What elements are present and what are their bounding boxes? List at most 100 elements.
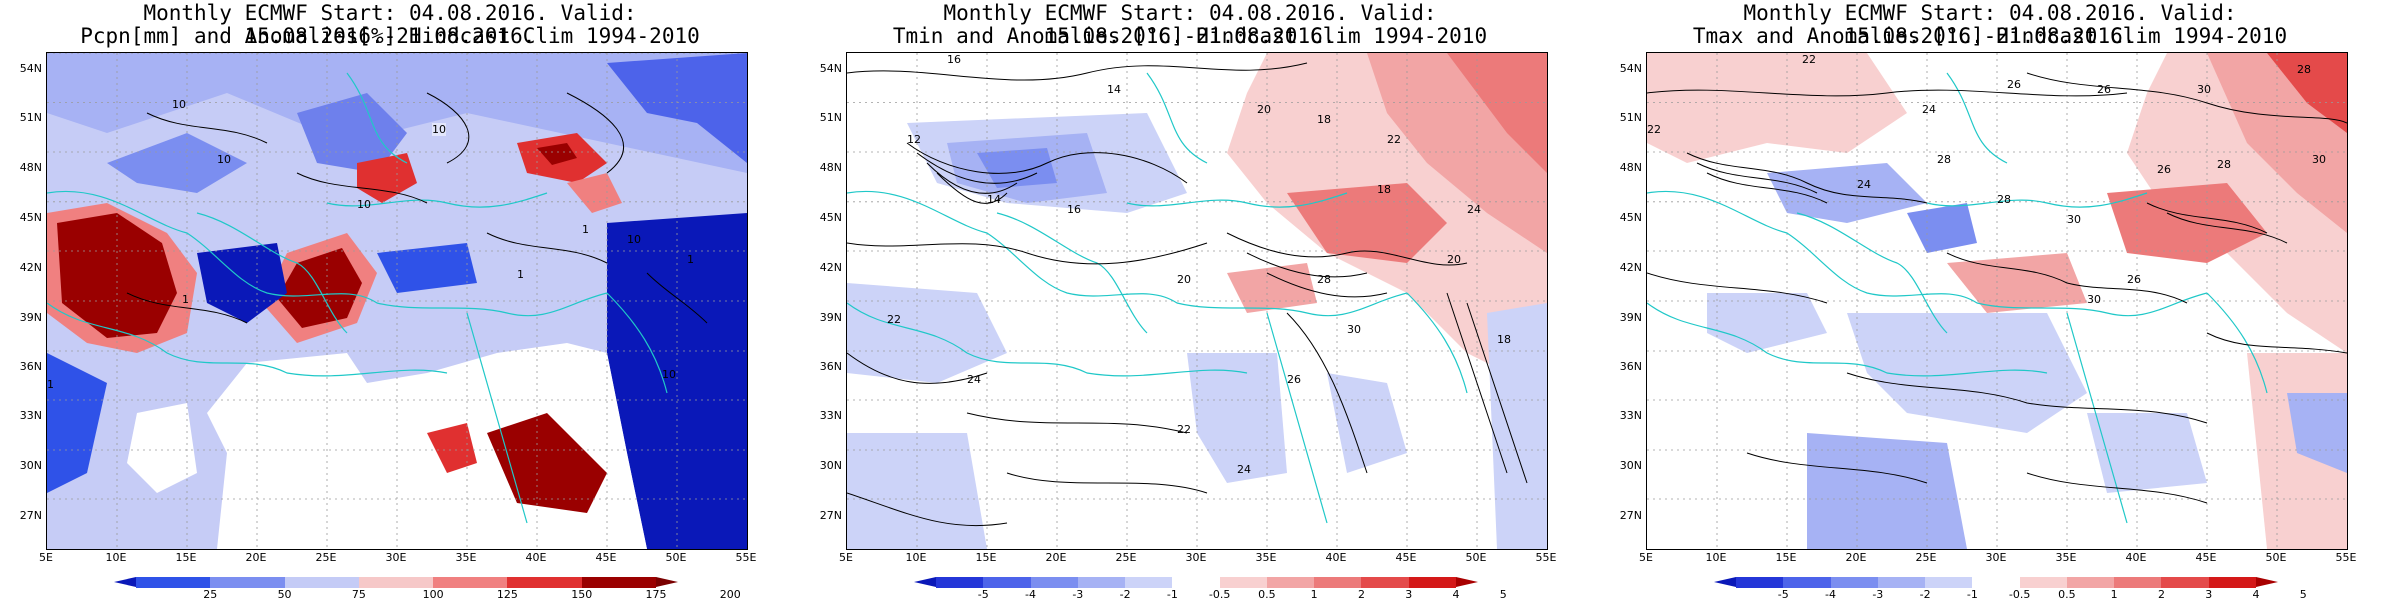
contour-label: 1 <box>47 378 54 391</box>
contour-label: 22 <box>1802 53 1816 66</box>
contour-label: 1 <box>517 268 524 281</box>
lon-label: 40E <box>525 551 547 564</box>
colorbar-segment <box>1408 577 1457 588</box>
lat-label: 54N <box>819 62 842 75</box>
colorbar-segment <box>1877 577 1926 588</box>
map-area: 14 16 12 20 18 22 24 18 14 16 20 22 24 2… <box>846 52 1548 550</box>
colorbar-tick-label: -3 <box>1072 588 1084 601</box>
lat-label: 39N <box>819 311 842 324</box>
lon-label: 25E <box>1915 551 1937 564</box>
contour-label: 1 <box>582 223 589 236</box>
contour-label: 20 <box>1257 103 1271 116</box>
colorbar-arrow-high <box>2256 577 2278 587</box>
colorbar-segment <box>1125 577 1173 588</box>
panel-tmax: Monthly ECMWF Start: 04.08.2016. Valid: … <box>1600 0 2380 601</box>
contour-label: 10 <box>357 198 371 211</box>
colorbar-segment <box>284 577 360 588</box>
panel-title-line2: Tmin and Anomalies [°C] Hindcast Clim 19… <box>892 24 1488 48</box>
contour-label: 30 <box>2067 213 2081 226</box>
map-area: 22 26 28 30 24 26 28 30 26 28 24 28 30 2… <box>1646 52 2348 550</box>
lat-label: 54N <box>19 62 42 75</box>
colorbar-segment <box>1172 577 1221 588</box>
contour-label: 26 <box>2127 273 2141 286</box>
colorbar-tick-label: 100 <box>422 588 444 601</box>
colorbar-tick-label: -2 <box>1119 588 1131 601</box>
lon-label: 30E <box>385 551 407 564</box>
lat-label: 45N <box>819 211 842 224</box>
map-canvas <box>847 53 1547 549</box>
contour-label: 28 <box>2217 158 2231 171</box>
lat-label: 39N <box>19 311 42 324</box>
lat-label: 54N <box>1619 62 1642 75</box>
lat-label: 27N <box>19 509 42 522</box>
colorbar-tick-label: -4 <box>1825 588 1837 601</box>
contour-label: 22 <box>1177 423 1191 436</box>
colorbar-tick-label: 2 <box>1357 588 1365 601</box>
lat-label: 39N <box>1619 311 1642 324</box>
lon-label: 40E <box>2125 551 2147 564</box>
contour-label: 10 <box>172 98 186 111</box>
contour-label: 22 <box>1647 123 1661 136</box>
panel-title-line1: Monthly ECMWF Start: 04.08.2016. Valid: … <box>143 1 637 48</box>
map-canvas <box>47 53 747 549</box>
panel-title-line2: Tmax and Anomalies [°C] Hindcast Clim 19… <box>1692 24 2288 48</box>
colorbar-tick-label: 0.5 <box>1258 588 1276 601</box>
colorbar-tick-label: -5 <box>1777 588 1789 601</box>
contour-label: 1 <box>687 253 694 266</box>
contour-label: 24 <box>1467 203 1481 216</box>
lon-label: 15E <box>175 551 197 564</box>
contour-label: 10 <box>217 153 231 166</box>
colorbar-tick-label: 5 <box>1499 588 1507 601</box>
colorbar-segment <box>1077 577 1126 588</box>
colorbar-tick-label: 2 <box>2157 588 2165 601</box>
colorbar-tick-label: 0.5 <box>2058 588 2076 601</box>
colorbar-segment <box>2161 577 2210 588</box>
contour-label: 18 <box>1377 183 1391 196</box>
colorbar-segment <box>581 577 657 588</box>
colorbar-tick-label: 1 <box>2110 588 2118 601</box>
colorbar-tick-label: -5 <box>977 588 989 601</box>
colorbar-tick-label: 3 <box>1405 588 1413 601</box>
contour-label: 26 <box>2097 83 2111 96</box>
colorbar-tick-label: 4 <box>1452 588 1460 601</box>
contour-label: 10 <box>627 233 641 246</box>
lon-label: 50E <box>1465 551 1487 564</box>
lat-label: 45N <box>19 211 42 224</box>
contour-label: 28 <box>2297 63 2311 76</box>
contour-label: 24 <box>967 373 981 386</box>
lat-label: 33N <box>1619 409 1642 422</box>
contour-label: 30 <box>1347 323 1361 336</box>
lat-label: 36N <box>1619 360 1642 373</box>
lon-label: 55E <box>735 551 757 564</box>
lat-label: 33N <box>819 409 842 422</box>
colorbar-segment <box>1972 577 2021 588</box>
contour-label: 30 <box>2312 153 2326 166</box>
colorbar-tick-label: -0.5 <box>1208 588 1231 601</box>
contour-label: 14 <box>1107 83 1121 96</box>
lon-label: 55E <box>1535 551 1557 564</box>
colorbar <box>136 577 657 588</box>
colorbar-tick-label: 50 <box>277 588 292 601</box>
panel-title-line2: Pcpn[mm] and Anomalies[%] Hindcast Clim … <box>80 24 700 48</box>
lon-label: 35E <box>455 551 477 564</box>
colorbar-tick-label: 75 <box>351 588 366 601</box>
colorbar-tick-label: 125 <box>496 588 518 601</box>
lat-label: 30N <box>1619 459 1642 472</box>
panel-title-line1: Monthly ECMWF Start: 04.08.2016. Valid: … <box>1743 1 2237 48</box>
lon-label: 40E <box>1325 551 1347 564</box>
lon-label: 10E <box>1705 551 1727 564</box>
lon-label: 50E <box>665 551 687 564</box>
panel-title-line1: Monthly ECMWF Start: 04.08.2016. Valid: … <box>943 1 1437 48</box>
colorbar-tick-label: 150 <box>571 588 593 601</box>
contour-label: 26 <box>2157 163 2171 176</box>
colorbar <box>936 577 1457 588</box>
lon-label: 15E <box>1775 551 1797 564</box>
contour-label: 22 <box>1387 133 1401 146</box>
contour-label: 16 <box>1067 203 1081 216</box>
colorbar-segment <box>1830 577 1879 588</box>
lon-label: 45E <box>1395 551 1417 564</box>
colorbar-segment <box>1736 577 1784 588</box>
contour-label: 16 <box>947 53 961 66</box>
map-canvas <box>1647 53 2347 549</box>
contour-label: 28 <box>1317 273 1331 286</box>
